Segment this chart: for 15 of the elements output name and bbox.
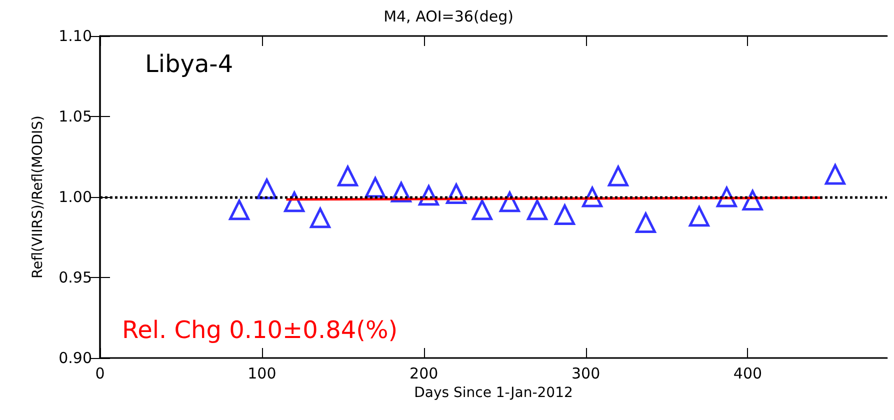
x-tick-label: 0 [95, 364, 105, 382]
y-tick-label: 1.05 [58, 108, 92, 126]
x-tick-label: 400 [733, 364, 762, 382]
y-tick-label: 0.90 [58, 349, 92, 367]
annotation: Rel. Chg 0.10±0.84(%) [122, 316, 398, 344]
x-tick-label: 200 [410, 364, 438, 382]
y-axis-title: Refl(VIIRS)/Refl(MODIS) [30, 116, 46, 278]
annotation: Libya-4 [145, 50, 234, 78]
x-axis-title: Days Since 1-Jan-2012 [414, 384, 573, 401]
y-tick-label: 0.95 [58, 268, 92, 286]
x-tick-label: 100 [248, 364, 276, 382]
y-tick-label: 1.00 [58, 188, 92, 206]
x-tick-label: 300 [571, 364, 600, 382]
y-tick-label: 1.10 [58, 27, 92, 45]
chart-title: M4, AOI=36(deg) [384, 8, 514, 26]
